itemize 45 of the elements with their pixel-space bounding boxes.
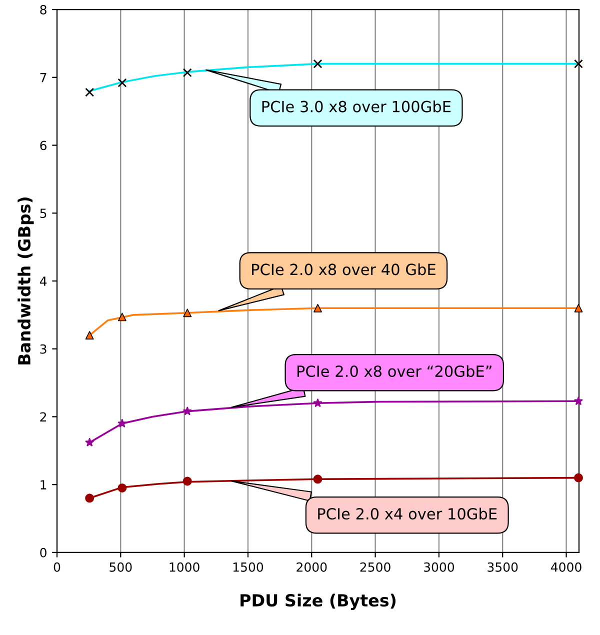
point <box>574 304 583 312</box>
point <box>313 59 322 68</box>
y-tick-label: 7 <box>40 73 46 82</box>
x-tick-label: 3000 <box>424 562 454 572</box>
point <box>574 473 583 482</box>
point <box>182 68 192 78</box>
y-axis-title: Bandwidth (GBps) <box>18 197 34 364</box>
y-tick-label: 1 <box>40 480 46 490</box>
point <box>574 59 583 68</box>
point <box>85 331 94 340</box>
y-tick-label: 5 <box>40 208 46 218</box>
x-tick-label: 4000 <box>550 562 582 572</box>
point <box>314 304 322 312</box>
point <box>118 312 126 322</box>
y-tick-label: 4 <box>40 276 47 286</box>
point <box>183 406 192 416</box>
x-tick-label: 0 <box>54 562 60 572</box>
point <box>85 438 94 446</box>
point <box>313 474 322 484</box>
point <box>85 494 94 503</box>
line-series <box>88 62 579 92</box>
point <box>85 88 94 97</box>
x-tick-label: 3500 <box>488 562 518 572</box>
y-tick-label: 2 <box>40 412 46 422</box>
y-tick-label: 8 <box>40 4 46 14</box>
y-tick-label: 6 <box>40 140 46 150</box>
point <box>118 419 126 428</box>
annotation: PCIe 2.0 x8 over 40 GbE <box>252 263 436 276</box>
x-tick-label: 1000 <box>170 562 200 572</box>
x-tick-label: 2000 <box>296 562 327 572</box>
x-tick-label: 2500 <box>360 562 390 572</box>
y-tick-label: 0 <box>40 548 46 558</box>
x-tick-label: 500 <box>110 562 132 572</box>
point <box>183 308 192 318</box>
point <box>118 483 127 492</box>
annotation: PCIe 2.0 x8 over “20GbE” <box>297 365 492 378</box>
y-tick-label: 3 <box>40 344 46 354</box>
x-axis-title: PDU Size (Bytes) <box>240 594 396 610</box>
point <box>118 78 127 88</box>
point <box>182 476 192 486</box>
x-tick-label: 1500 <box>233 562 264 572</box>
point <box>574 396 583 405</box>
annotation: PCIe 3.0 x8 over 100GbE <box>262 100 451 112</box>
annotation: PCIe 2.0 x4 over 10GbE <box>318 508 497 520</box>
point <box>313 398 322 407</box>
